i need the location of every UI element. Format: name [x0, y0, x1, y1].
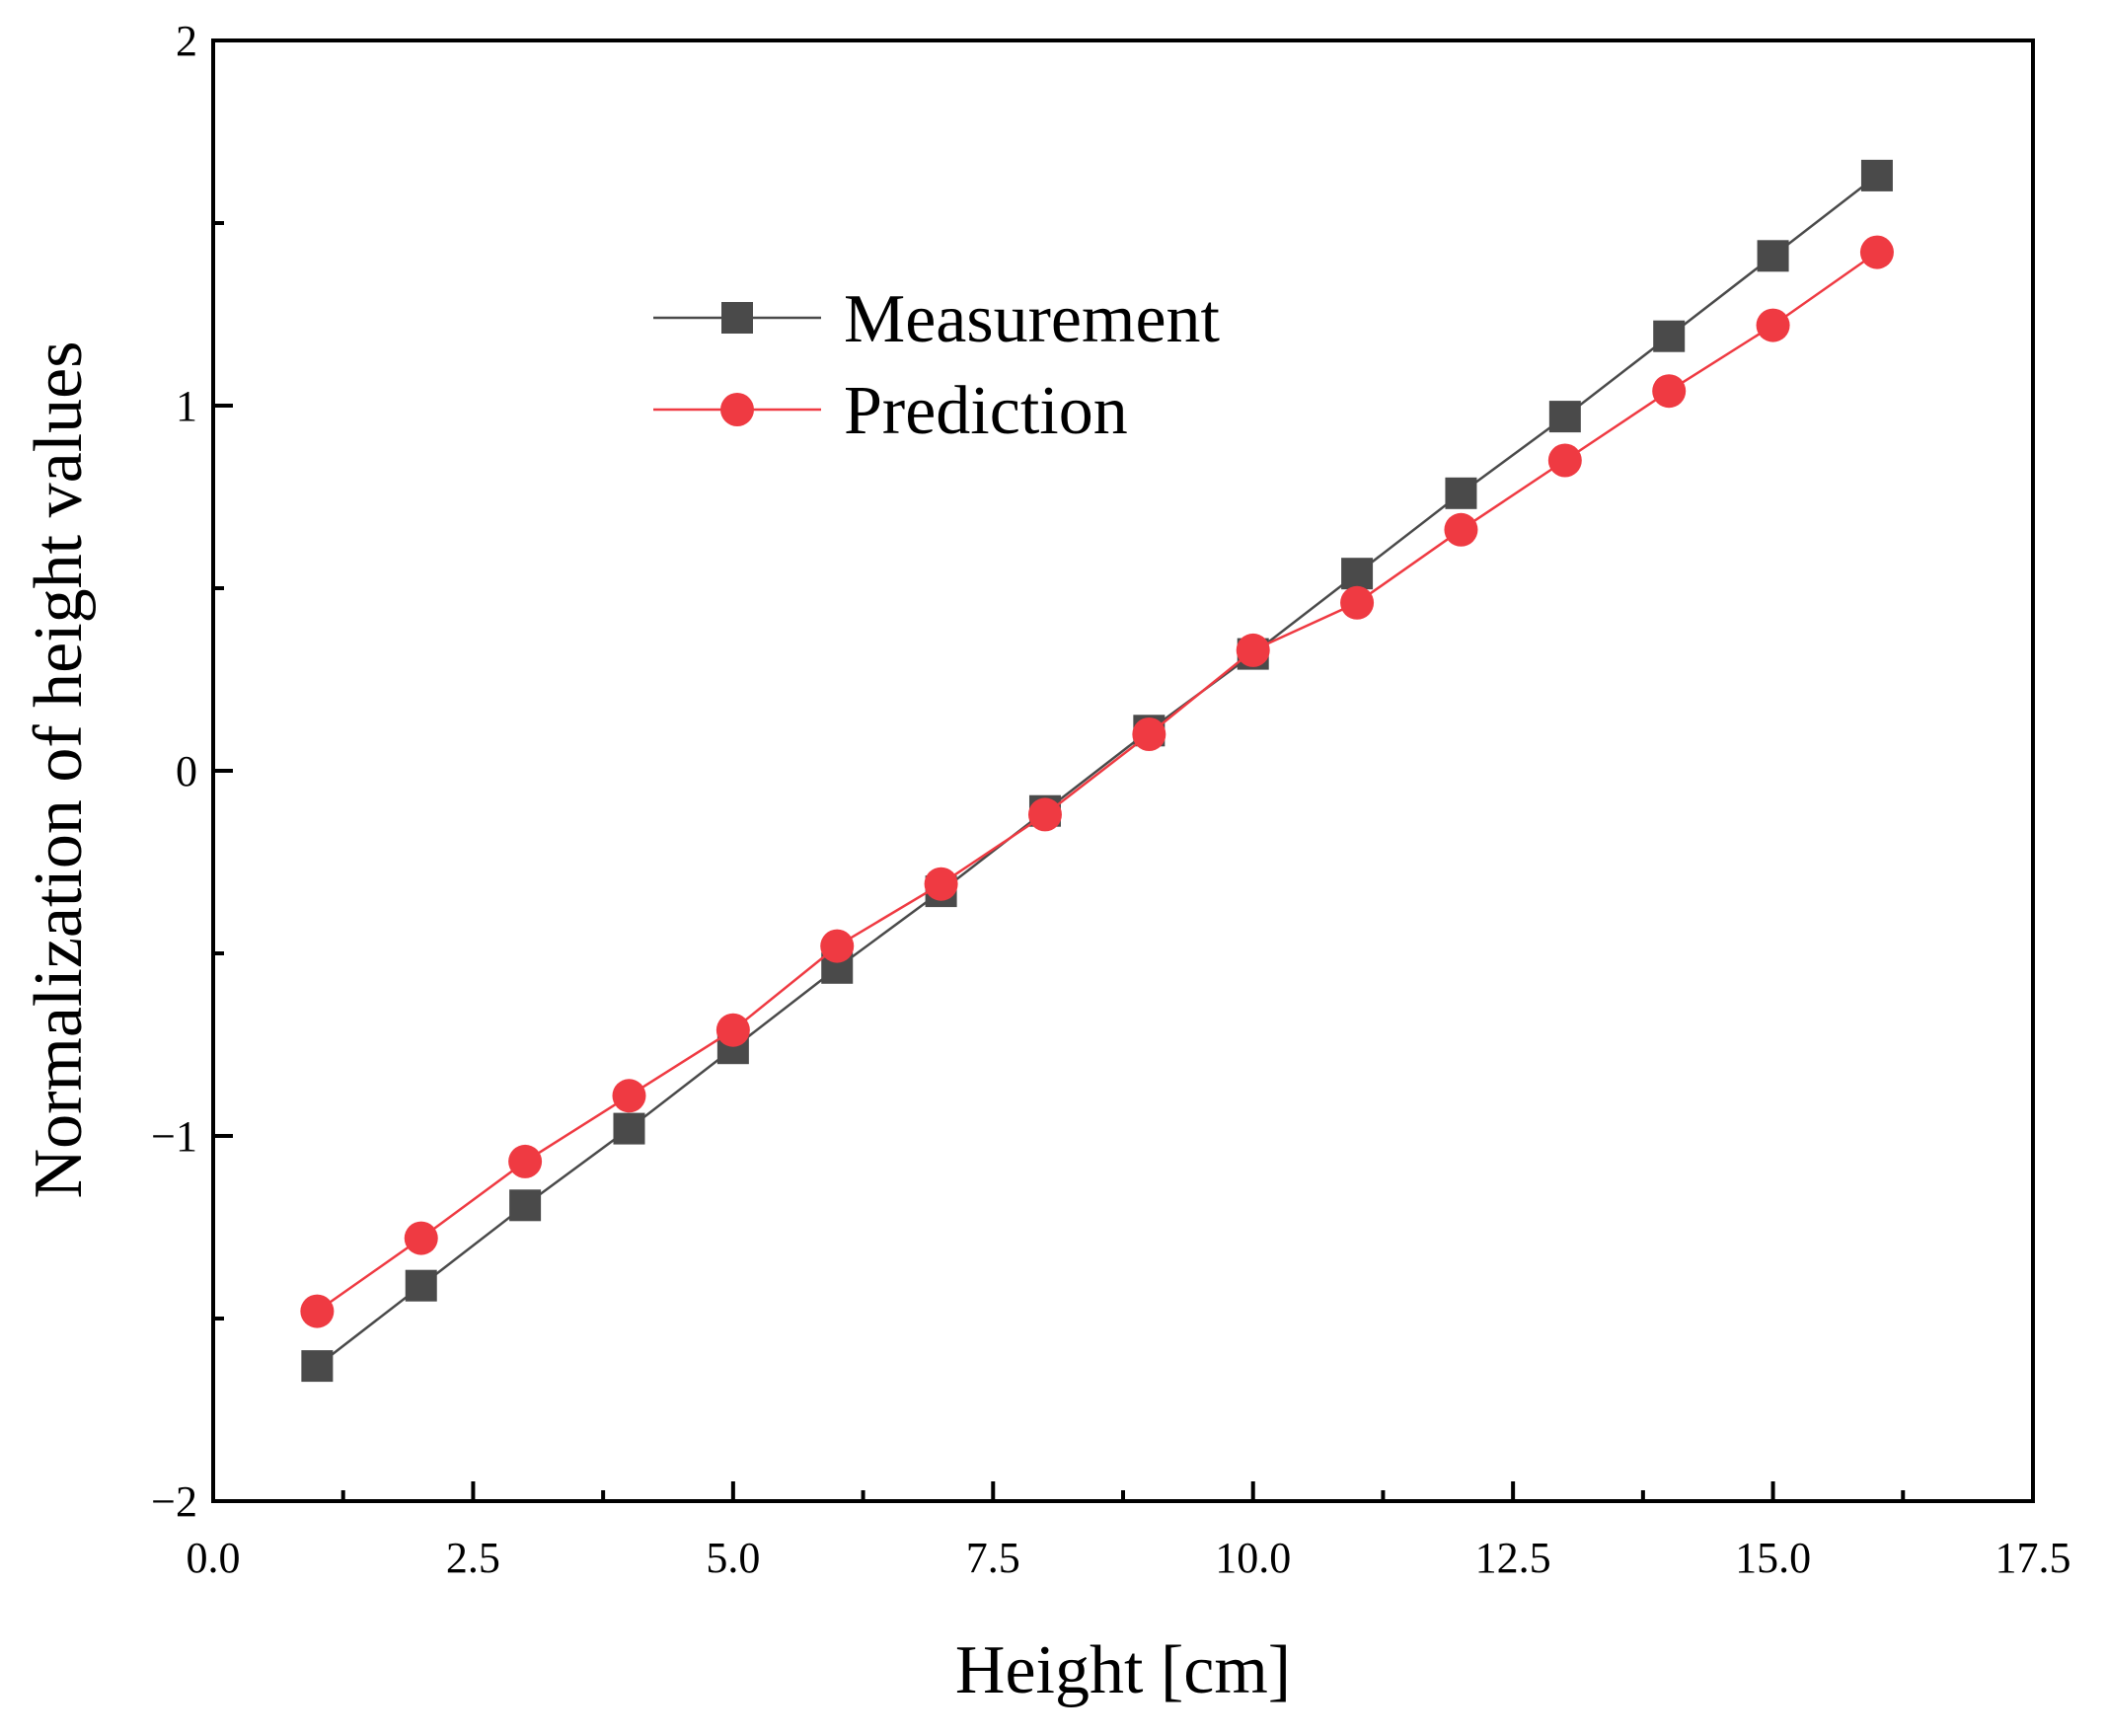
data-point-measurement [1653, 320, 1686, 352]
data-point-prediction [1652, 374, 1687, 409]
y-tick-label: 2 [176, 17, 197, 65]
series-prediction [300, 235, 1894, 1328]
data-point-prediction [1444, 512, 1478, 547]
data-point-prediction [404, 1221, 438, 1255]
data-point-measurement [1341, 558, 1374, 590]
data-point-prediction [924, 867, 958, 901]
data-point-prediction [1547, 443, 1582, 478]
legend-item-measurement: Measurement [653, 281, 1221, 357]
legend-marker-square [721, 302, 753, 334]
series-line-measurement [316, 174, 1878, 1368]
data-point-measurement [1757, 240, 1789, 272]
x-tick-label: 15.0 [1735, 1534, 1811, 1582]
legend-label: Prediction [844, 373, 1128, 449]
data-point-measurement [301, 1350, 334, 1383]
legend-label: Measurement [844, 281, 1221, 357]
x-tick-label: 0.0 [187, 1534, 241, 1582]
data-point-measurement [613, 1112, 645, 1145]
x-tick-label: 5.0 [706, 1534, 760, 1582]
x-tick-label: 12.5 [1475, 1534, 1551, 1582]
x-tick-label: 10.0 [1215, 1534, 1291, 1582]
data-point-prediction [508, 1144, 543, 1178]
y-tick-label: 0 [176, 747, 197, 795]
data-point-prediction [1132, 717, 1166, 751]
legend-item-prediction: Prediction [653, 373, 1128, 449]
data-point-prediction [1340, 585, 1375, 620]
data-point-measurement [1860, 159, 1893, 191]
data-point-measurement [1445, 477, 1477, 509]
data-point-prediction [300, 1294, 335, 1328]
y-axis-title: Normalization of height values [21, 341, 97, 1199]
y-tick-label: −2 [151, 1477, 197, 1526]
x-tick-label: 7.5 [966, 1534, 1020, 1582]
data-point-prediction [612, 1079, 646, 1113]
data-point-measurement [1548, 401, 1581, 433]
data-point-prediction [1859, 235, 1894, 269]
legend: Measurement Prediction [653, 281, 1221, 449]
series-line-prediction [316, 251, 1878, 1313]
data-point-prediction [1756, 308, 1790, 342]
data-point-prediction [1027, 797, 1062, 832]
x-axis-title: Height [cm] [955, 1632, 1291, 1708]
x-tick-label: 17.5 [1995, 1534, 2071, 1582]
data-point-measurement [509, 1189, 542, 1222]
data-point-prediction [1236, 633, 1270, 667]
data-point-prediction [715, 1013, 750, 1047]
x-tick-label: 2.5 [446, 1534, 500, 1582]
data-point-measurement [405, 1269, 437, 1302]
y-tick-label: −1 [151, 1112, 197, 1161]
y-tick-label: 1 [176, 382, 197, 430]
axes: 0.0 2.5 5.0 7.5 10.0 12.5 15.0 17.5 −2 −1 0 1 2 [151, 17, 2070, 1582]
plot-marks [300, 159, 1894, 1383]
data-point-prediction [820, 929, 855, 963]
legend-marker-circle [720, 393, 754, 426]
